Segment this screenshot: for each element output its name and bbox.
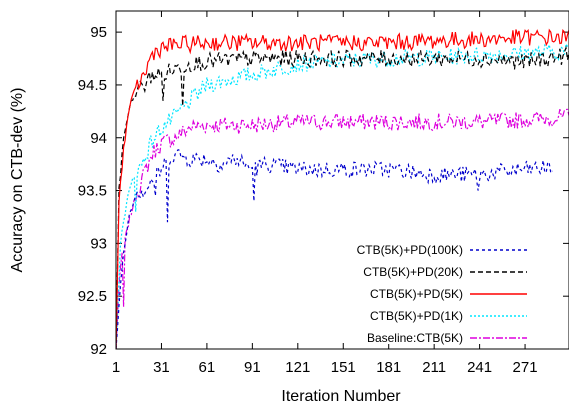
x-tick-label: 121 xyxy=(285,359,310,376)
y-tick-labels: 92 92.5 93 93.5 94 94.5 95 xyxy=(78,24,107,358)
x-tick-labels: 1 31 61 91 121 151 181 211 241 271 xyxy=(112,359,538,376)
y-tick-label: 92.5 xyxy=(78,288,107,305)
y-axis-label: Accuracy on CTB-dev (%) xyxy=(9,88,26,273)
y-tick-label: 94.5 xyxy=(78,77,107,94)
x-tick-label: 211 xyxy=(422,359,446,376)
tick-marks xyxy=(115,11,569,350)
x-axis-label: Iteration Number xyxy=(281,388,401,405)
legend-label: CTB(5K)+PD(100K) xyxy=(357,243,463,257)
series-line xyxy=(116,148,553,349)
y-tick-label: 95 xyxy=(90,24,107,41)
x-tick-label: 181 xyxy=(376,359,401,376)
y-tick-label: 92 xyxy=(90,341,107,358)
series-line xyxy=(116,42,569,348)
plot-frame xyxy=(115,10,569,350)
legend-label: CTB(5K)+PD(1K) xyxy=(370,309,463,323)
x-tick-label: 151 xyxy=(331,359,356,376)
legend-label: Baseline:CTB(5K) xyxy=(367,331,463,345)
plot-lines xyxy=(116,28,569,349)
x-tick-label: 1 xyxy=(112,359,120,376)
y-tick-label: 93 xyxy=(90,235,107,252)
legend-label: CTB(5K)+PD(20K) xyxy=(363,265,463,279)
series-line xyxy=(116,108,569,349)
legend-background xyxy=(348,238,562,344)
x-tick-label: 241 xyxy=(467,359,492,376)
x-tick-label: 61 xyxy=(199,359,216,376)
legend: CTB(5K)+PD(100K) CTB(5K)+PD(20K) CTB(5K)+P… xyxy=(348,238,562,345)
y-tick-label: 93.5 xyxy=(78,183,107,200)
series-line xyxy=(116,45,569,349)
legend-label: CTB(5K)+PD(5K) xyxy=(370,287,463,301)
x-tick-label: 91 xyxy=(244,359,261,376)
x-tick-label: 271 xyxy=(513,359,538,376)
x-tick-label: 31 xyxy=(153,359,170,376)
y-tick-label: 94 xyxy=(90,130,107,147)
series-line xyxy=(116,28,569,349)
